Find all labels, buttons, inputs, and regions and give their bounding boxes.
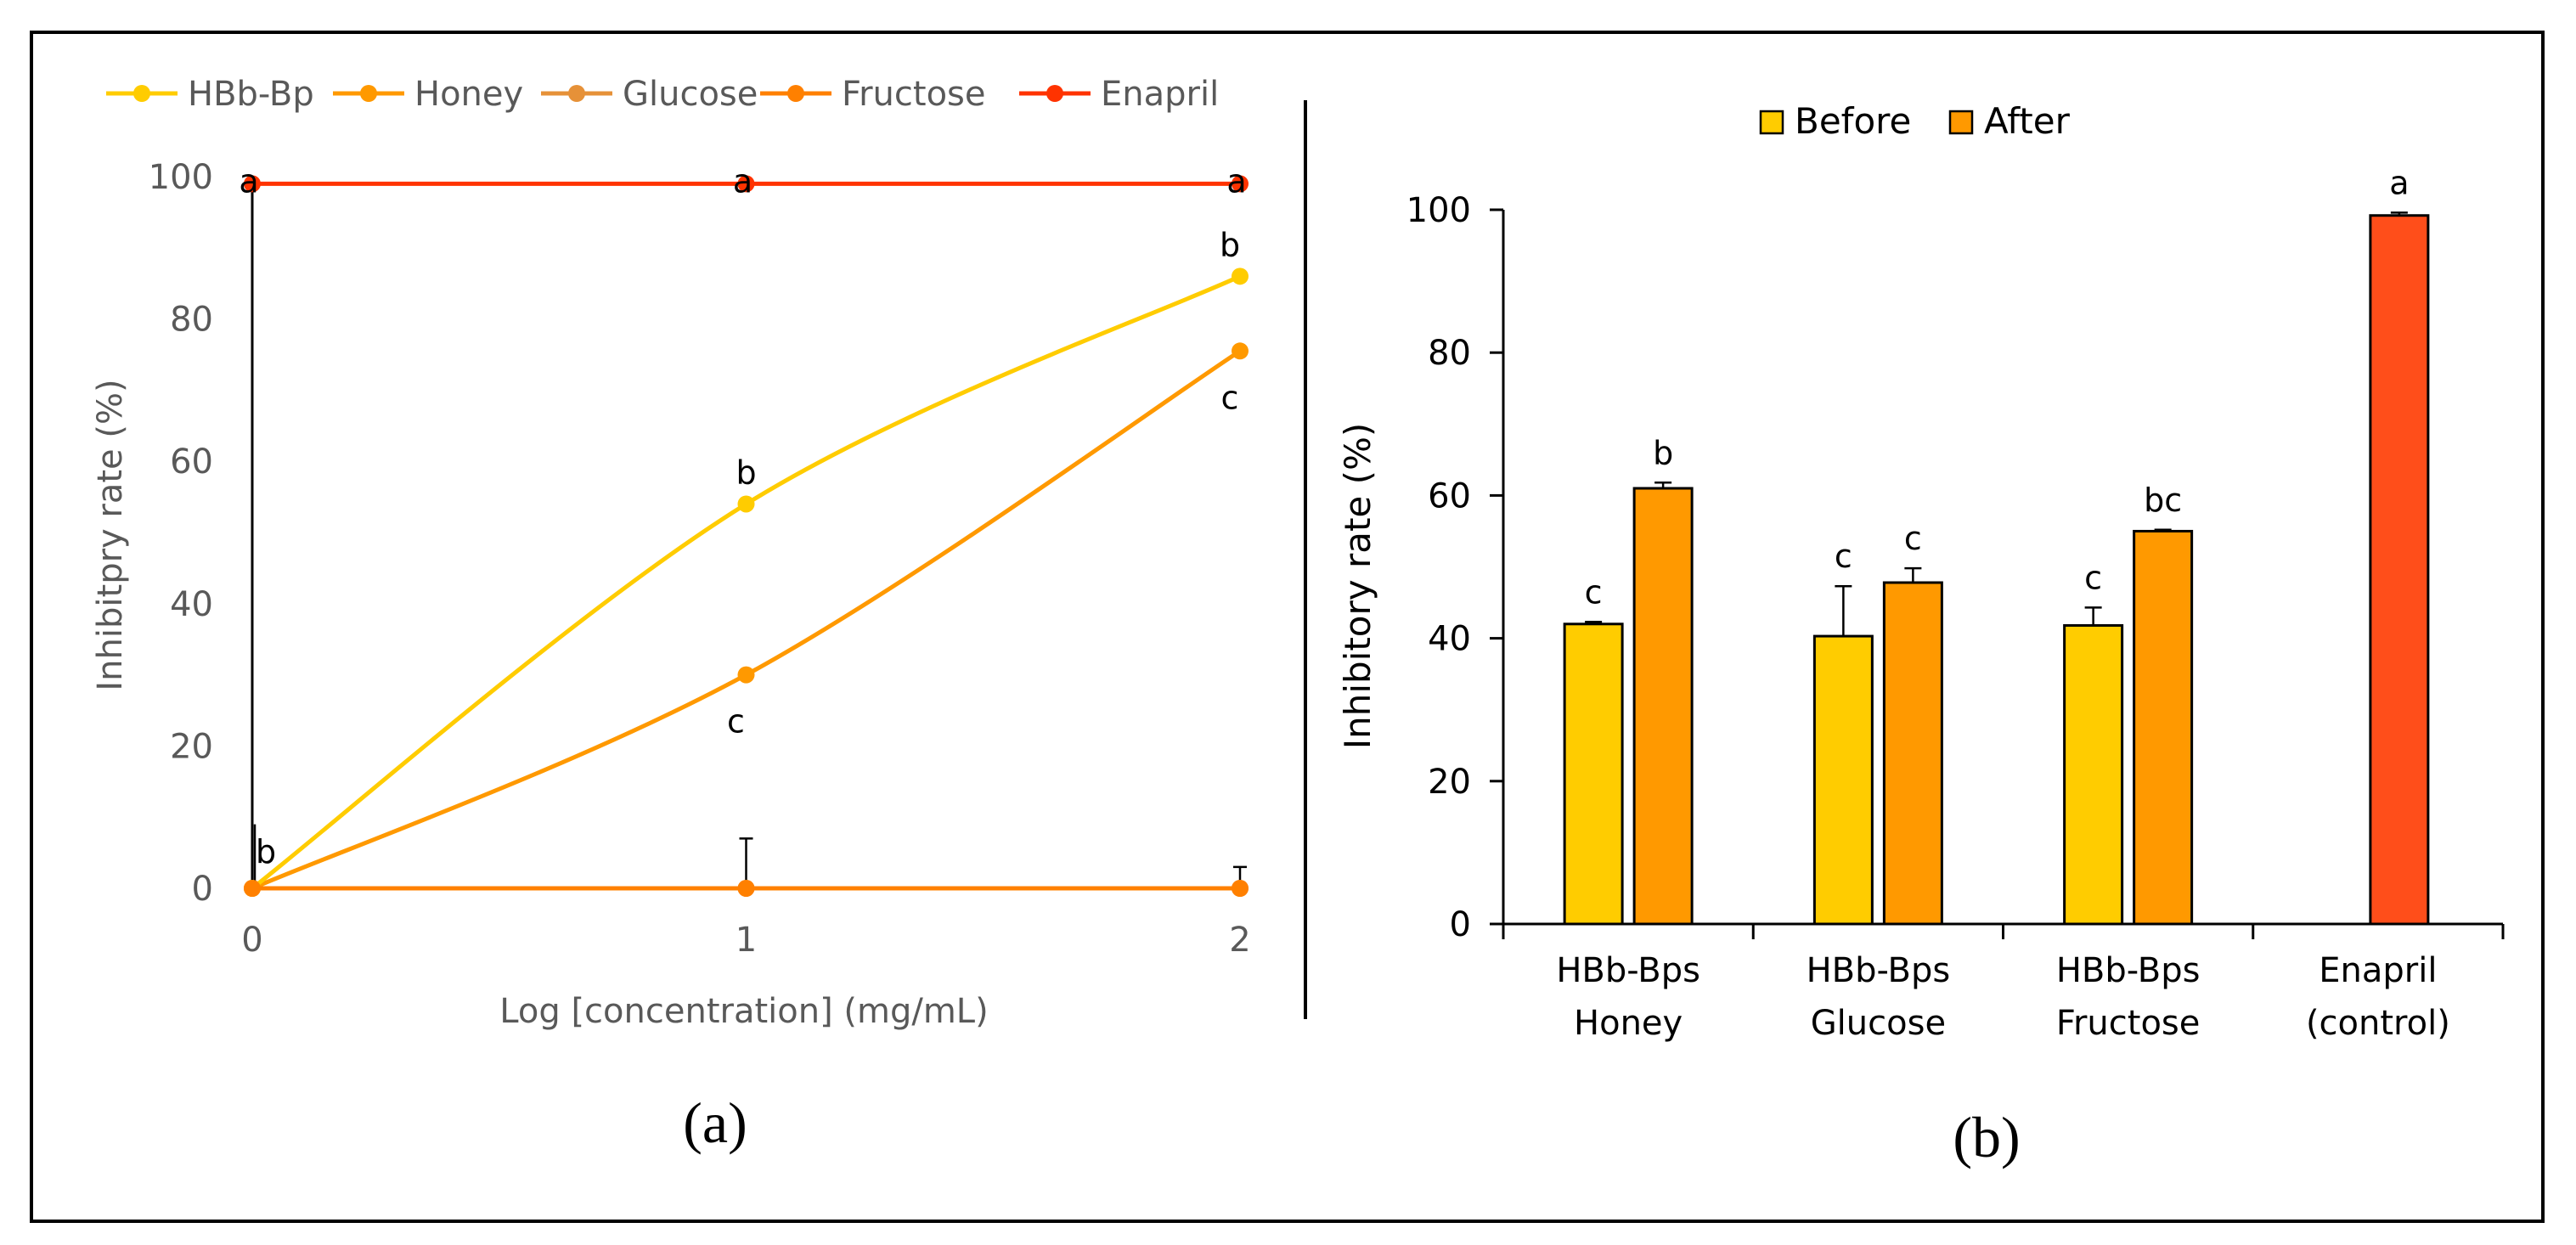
x-tick-label: 0 <box>241 921 262 960</box>
line-chart-legend: HBb-Bp Honey Glucose Fructose Enapril <box>106 75 1219 114</box>
bar-after <box>1632 487 1694 926</box>
series-line-hbb-bp <box>251 274 1242 890</box>
legend-label-enapril: Enapril <box>1101 75 1219 114</box>
point-label: b <box>1220 226 1240 263</box>
y-tick-label: 0 <box>1450 905 1471 944</box>
category-label: HBb-Bps <box>2056 951 2201 990</box>
bar-label: a <box>2389 164 2409 201</box>
bar-chart-legend: Before After <box>1759 100 2071 142</box>
data-point-fructose <box>737 880 755 897</box>
y-tick-label: 80 <box>170 301 213 340</box>
bar-label: c <box>1835 538 1852 575</box>
point-label: a <box>239 162 258 200</box>
y-tick-label: 80 <box>1428 334 1471 373</box>
point-label: a <box>1226 162 1246 200</box>
point-label: a <box>733 162 753 200</box>
y-tick-label: 0 <box>192 870 213 909</box>
y-tick-label: 60 <box>170 442 213 482</box>
legend-label-honey: Honey <box>414 75 523 114</box>
legend-label-after: After <box>1984 100 2071 142</box>
legend-label-before: Before <box>1795 100 1911 142</box>
data-point-honey <box>1232 342 1249 360</box>
category-label: Honey <box>1574 1004 1683 1043</box>
panel-b-label: (b) <box>1953 1105 2020 1169</box>
bar-label: bc <box>2144 482 2182 519</box>
y-tick-label: 60 <box>1428 476 1471 515</box>
legend-marker-enapril <box>1046 85 1063 102</box>
legend-label-hbb-bp: HBb-Bp <box>188 75 314 114</box>
category-label: HBb-Bps <box>1556 951 1700 990</box>
y-tick-label: 40 <box>1428 620 1471 659</box>
category-label: (control) <box>2306 1004 2450 1043</box>
bar-after <box>2133 529 2194 926</box>
x-tick-label: 1 <box>736 921 757 960</box>
bar-chart-y-axis-label: Inhibitory rate (%) <box>1337 423 1378 750</box>
panel-a-label: (a) <box>683 1090 747 1155</box>
bar-label: c <box>2084 559 2102 596</box>
legend-marker-fructose <box>787 85 804 102</box>
point-label: c <box>1221 379 1239 416</box>
y-tick-label: 40 <box>170 585 213 624</box>
data-point-fructose <box>244 880 261 897</box>
data-point-honey <box>737 666 755 684</box>
category-label: Enapril <box>2319 951 2437 990</box>
bar-enapril <box>2369 214 2430 926</box>
data-point-hbb-bp <box>1232 268 1249 285</box>
data-point-enapril <box>244 175 261 193</box>
y-tick-label: 100 <box>1406 191 1471 230</box>
bar-before <box>1812 634 1874 926</box>
line-chart-series <box>244 175 1249 897</box>
legend-label-glucose: Glucose <box>623 75 758 114</box>
y-tick-label: 20 <box>1428 763 1471 802</box>
bar-chart-axes: 0 20 40 60 80 100 <box>1406 191 2505 944</box>
category-label: Glucose <box>1811 1004 1946 1043</box>
legend-swatch-after <box>1948 110 1974 135</box>
figure-frame <box>30 31 2545 1223</box>
legend-label-fructose: Fructose <box>842 75 986 114</box>
bar-chart-category-labels: HBb-Bps Honey HBb-Bps Glucose HBb-Bps Fructos… <box>1556 951 2449 1043</box>
line-chart-axes: 0 20 40 60 80 100 0 1 2 <box>149 158 1251 960</box>
category-label: HBb-Bps <box>1807 951 1951 990</box>
legend-marker-hbb-bp <box>133 85 150 102</box>
data-point-fructose <box>1232 880 1249 897</box>
series-line-honey <box>251 349 1242 891</box>
line-chart-x-axis-label: Log [concentration] (mg/mL) <box>499 992 988 1031</box>
legend-swatch-before <box>1759 110 1784 135</box>
x-tick-label: 2 <box>1229 921 1250 960</box>
bar-label: c <box>1904 520 1922 557</box>
data-point-hbb-bp <box>737 495 755 513</box>
y-tick-label: 20 <box>170 727 213 766</box>
y-tick-label: 100 <box>149 158 213 197</box>
data-point-enapril <box>737 175 755 193</box>
line-chart-panel: HBb-Bp Honey Glucose Fructose Enapril 020406… <box>91 75 1251 1155</box>
bar-after <box>1882 581 1943 926</box>
legend-marker-honey <box>360 85 377 102</box>
bar-before <box>2063 623 2124 926</box>
category-label: Fructose <box>2056 1004 2201 1043</box>
data-point-enapril <box>1232 175 1249 193</box>
bar-before <box>1563 622 1624 926</box>
bar-label: b <box>1653 434 1673 471</box>
legend-marker-glucose <box>568 85 585 102</box>
line-chart-y-axis-label: Inhibitpry rate (%) <box>91 379 130 690</box>
point-label: c <box>727 703 745 741</box>
bar-label: c <box>1585 573 1603 611</box>
point-label: b <box>256 833 276 870</box>
point-label: b <box>736 453 756 491</box>
